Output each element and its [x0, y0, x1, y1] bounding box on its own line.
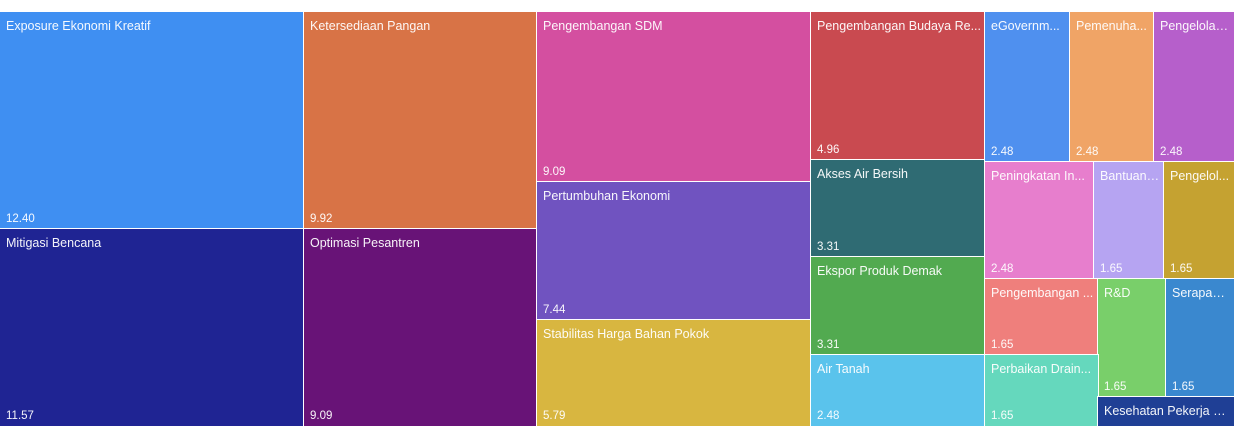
- tile-label: eGovernm...: [991, 19, 1060, 33]
- tile-label: Pengembangan Budaya Re...: [817, 19, 981, 33]
- tile-label: Pertumbuhan Ekonomi: [543, 189, 671, 203]
- tile-value: 9.09: [543, 166, 566, 178]
- tile-value: 3.31: [817, 241, 840, 253]
- tile-label: Pengelol...: [1170, 169, 1230, 183]
- tile-label: Pengelolaa...: [1160, 19, 1230, 33]
- tile-value: 1.65: [1100, 263, 1123, 275]
- treemap-tile[interactable]: R&D 1.65: [1097, 278, 1167, 398]
- tile-value: 4.96: [817, 144, 840, 156]
- tile-value: 5.79: [543, 410, 566, 422]
- treemap-tile[interactable]: Perbaikan Drain... 1.65: [984, 354, 1099, 427]
- treemap-tile[interactable]: Air Tanah 2.48: [810, 354, 986, 427]
- tile-label: Serapan ...: [1172, 286, 1230, 300]
- treemap-tile[interactable]: Akses Air Bersih 3.31: [810, 159, 986, 258]
- treemap-tile[interactable]: Peningkatan In... 2.48: [984, 161, 1095, 280]
- tile-label: Ekspor Produk Demak: [817, 264, 943, 278]
- treemap-tile[interactable]: Ketersediaan Pangan 9.92: [303, 11, 538, 230]
- tile-label: Ketersediaan Pangan: [310, 19, 431, 33]
- tile-label: Stabilitas Harga Bahan Pokok: [543, 327, 710, 341]
- tile-value: 2.48: [1160, 146, 1183, 158]
- tile-label: Bantuan ...: [1100, 169, 1160, 183]
- treemap-tile[interactable]: Pengembangan SDM 9.09: [536, 11, 812, 183]
- tile-label: Pemenuha...: [1076, 19, 1147, 33]
- tile-value: 1.65: [991, 339, 1014, 351]
- tile-label: Kesehatan Pekerja Pa...: [1104, 404, 1230, 418]
- tile-value: 1.65: [991, 410, 1014, 422]
- tile-label: Perbaikan Drain...: [991, 362, 1092, 376]
- treemap-tile[interactable]: Kesehatan Pekerja Pa...: [1097, 396, 1235, 427]
- tile-label: R&D: [1104, 286, 1131, 300]
- tile-value: 2.48: [817, 410, 840, 422]
- tile-label: Air Tanah: [817, 362, 870, 376]
- tile-value: 2.48: [991, 146, 1014, 158]
- tile-value: 2.48: [1076, 146, 1099, 158]
- tile-value: 9.92: [310, 213, 333, 225]
- tile-value: 1.65: [1170, 263, 1193, 275]
- treemap-tile[interactable]: Ekspor Produk Demak 3.31: [810, 256, 986, 356]
- tile-value: 1.65: [1104, 381, 1127, 393]
- tile-value: 12.40: [6, 213, 35, 225]
- treemap-tile[interactable]: Pertumbuhan Ekonomi 7.44: [536, 181, 812, 321]
- treemap-tile[interactable]: Pemenuha... 2.48: [1069, 11, 1155, 163]
- treemap-tile[interactable]: Exposure Ekonomi Kreatif 12.40: [0, 11, 305, 230]
- tile-value: 7.44: [543, 304, 566, 316]
- tile-label: Akses Air Bersih: [817, 167, 909, 181]
- tile-label: Pengembangan ...: [991, 286, 1094, 300]
- tile-label: Pengembangan SDM: [543, 19, 663, 33]
- tile-label: Optimasi Pesantren: [310, 236, 420, 250]
- tile-label: Peningkatan In...: [991, 169, 1085, 183]
- treemap-tile[interactable]: Pengembangan ... 1.65: [984, 278, 1099, 356]
- tile-value: 2.48: [991, 263, 1014, 275]
- tile-value: 11.57: [6, 410, 34, 422]
- treemap-tile[interactable]: Mitigasi Bencana 11.57: [0, 228, 305, 427]
- treemap-tile[interactable]: Stabilitas Harga Bahan Pokok 5.79: [536, 319, 812, 427]
- treemap-tile[interactable]: Pengelolaa... 2.48: [1153, 11, 1235, 163]
- tile-value: 9.09: [310, 410, 333, 422]
- treemap-tile[interactable]: eGovernm... 2.48: [984, 11, 1071, 163]
- tile-value: 3.31: [817, 339, 840, 351]
- treemap-tile[interactable]: Bantuan ... 1.65: [1093, 161, 1165, 280]
- treemap-tile[interactable]: Pengembangan Budaya Re... 4.96: [810, 11, 986, 161]
- treemap-tile[interactable]: Pengelol... 1.65: [1163, 161, 1235, 280]
- tile-label: Exposure Ekonomi Kreatif: [6, 19, 151, 33]
- treemap-tile[interactable]: Optimasi Pesantren 9.09: [303, 228, 538, 427]
- treemap-tile[interactable]: Serapan ... 1.65: [1165, 278, 1235, 398]
- tile-value: 1.65: [1172, 381, 1195, 393]
- tile-label: Mitigasi Bencana: [6, 236, 102, 250]
